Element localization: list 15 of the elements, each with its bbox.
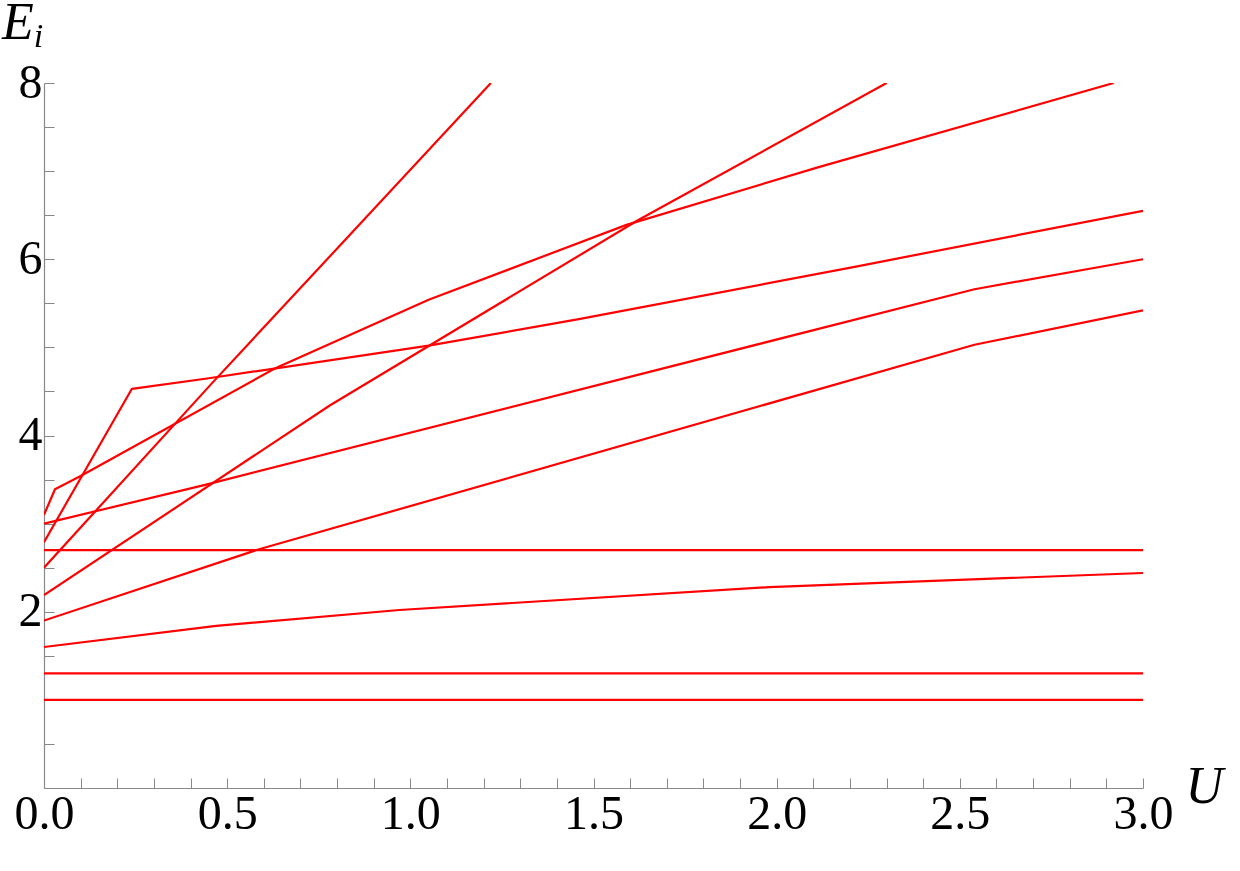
y-tick-label: 6 [18,230,43,284]
y-tick-label: 2 [18,583,43,637]
y-tick-label: 8 [18,54,43,108]
x-tick-label: 0.5 [197,785,258,839]
line-series [44,309,1143,622]
x-tick-label: 2.0 [747,785,808,839]
y-tick-label: 4 [18,407,43,460]
x-tick-label: 1.0 [380,785,441,839]
x-tick-label: 2.5 [930,785,991,839]
line-series [44,571,1143,649]
y-axis-title: E$_{i}$ [2,0,44,55]
x-tick-label: 3.0 [1113,785,1174,839]
x-tick-label: 0.0 [14,785,75,839]
x-tick-label: 1.5 [564,785,624,839]
x-axis-title: U [1185,756,1227,814]
